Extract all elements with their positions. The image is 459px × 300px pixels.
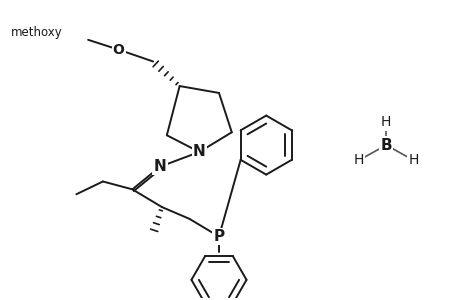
Text: P: P: [213, 229, 224, 244]
Text: N: N: [153, 159, 166, 174]
Text: O: O: [112, 43, 124, 57]
Text: H: H: [380, 116, 391, 130]
Text: N: N: [192, 145, 205, 160]
Text: H: H: [353, 153, 363, 167]
Text: methoxy: methoxy: [11, 26, 62, 39]
Text: H: H: [408, 153, 418, 167]
Text: B: B: [380, 138, 391, 153]
